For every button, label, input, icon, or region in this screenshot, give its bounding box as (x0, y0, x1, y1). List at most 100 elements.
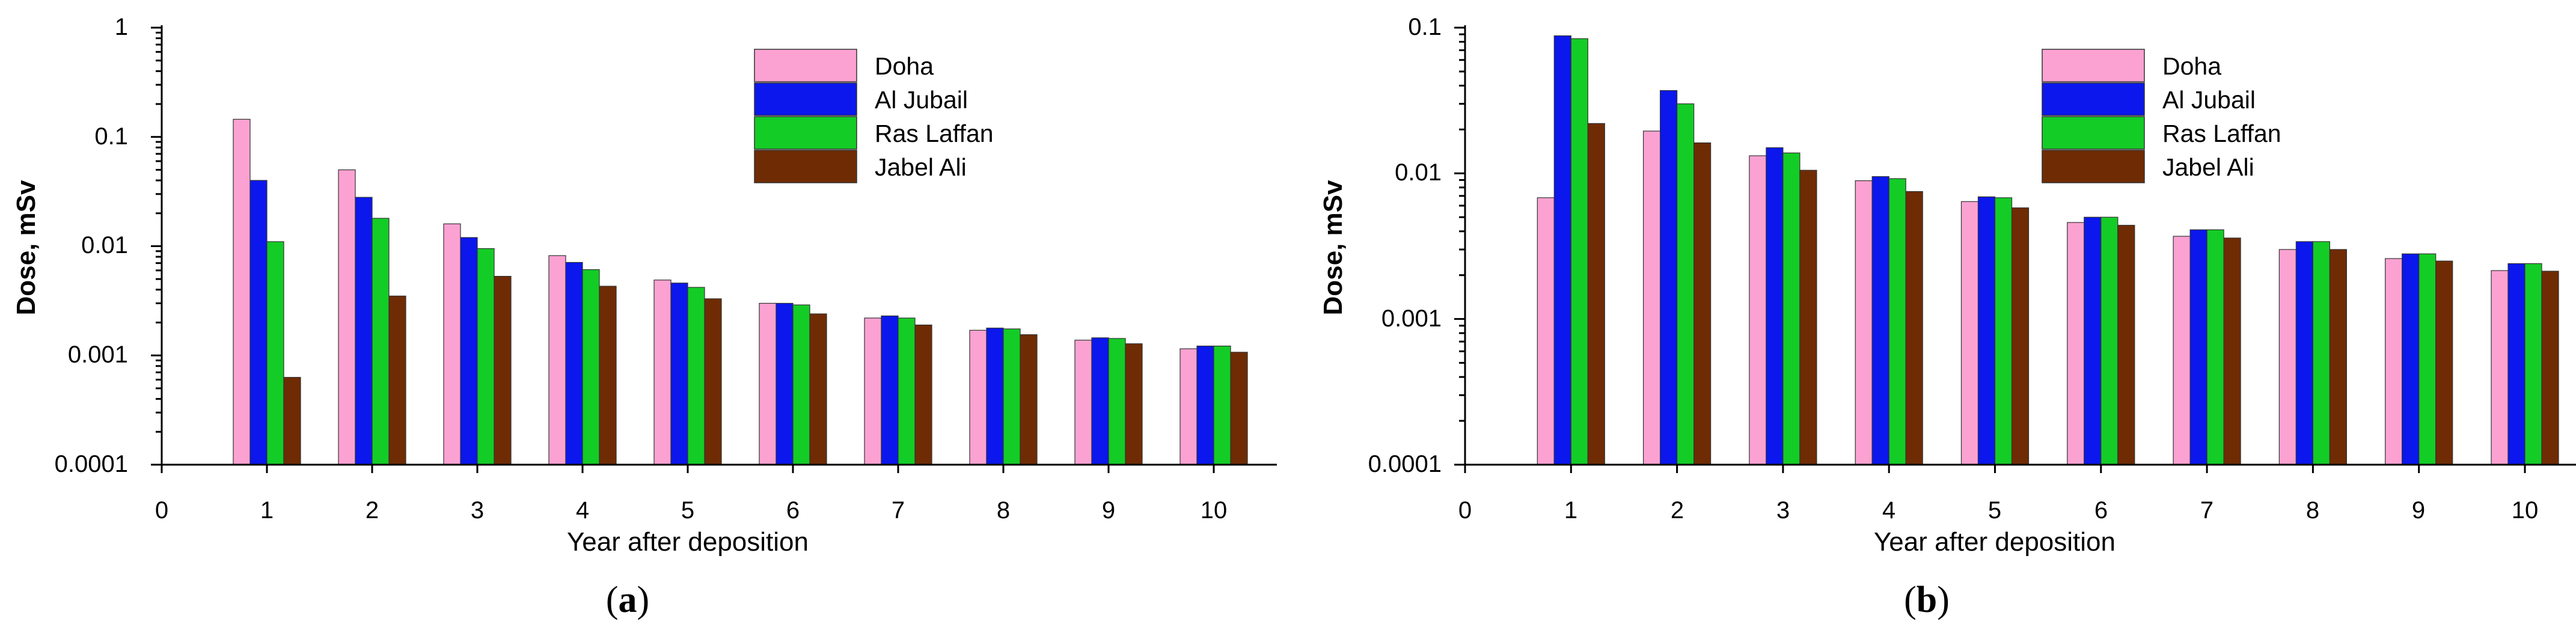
panel-letter: b (1917, 579, 1937, 620)
bar (1905, 191, 1923, 465)
bar (548, 255, 566, 465)
bar (1537, 197, 1555, 465)
bar (1766, 147, 1784, 465)
y-tick-label: 0.1 (1408, 14, 1442, 40)
legend-swatch-jabel-ali (2042, 150, 2145, 183)
x-tick-label: 7 (2200, 497, 2213, 524)
bar (599, 286, 617, 465)
bar (1693, 142, 1712, 465)
x-axis-label: Year after deposition (1874, 527, 2116, 557)
bar (2278, 249, 2296, 465)
bar (2295, 241, 2313, 465)
legend-label: Jabel Ali (875, 153, 967, 181)
bar (986, 328, 1004, 465)
x-tick-label: 3 (471, 497, 484, 524)
bar (1074, 340, 1092, 465)
legend: Doha Al Jubail Ras Laffan Jabel Ali (2042, 49, 2281, 183)
bar (2385, 258, 2403, 465)
bar (1091, 337, 1109, 465)
bar (388, 295, 406, 465)
legend-swatch-al-jubail (754, 82, 857, 116)
bar (1888, 178, 1906, 465)
x-tick-label: 9 (2412, 497, 2425, 524)
bar (2100, 216, 2119, 465)
bars (1537, 35, 2559, 465)
legend-label: Ras Laffan (2162, 120, 2281, 147)
y-ticks (1454, 26, 1465, 466)
bar (969, 329, 987, 465)
bar (1660, 90, 1678, 465)
bar (372, 218, 390, 465)
bar (1230, 352, 1248, 465)
y-tick-labels: 0.0001 0.001 0.01 0.1 1 (55, 14, 128, 477)
x-tick-label: 0 (1458, 497, 1472, 524)
x-tick-label: 2 (1671, 497, 1684, 524)
x-tick-label: 6 (2094, 497, 2108, 524)
x-tick-labels: 0 1 2 3 4 5 6 7 8 9 10 (1458, 497, 2538, 524)
bar (670, 283, 688, 465)
y-tick-label: 0.01 (1395, 159, 1442, 186)
x-tick-label: 1 (260, 497, 274, 524)
legend-swatch-doha (2042, 49, 2145, 82)
bar (1677, 103, 1695, 465)
bar (2084, 216, 2102, 465)
bar (2011, 207, 2030, 465)
x-tick-label: 4 (576, 497, 589, 524)
bar (1871, 176, 1889, 465)
x-tick-label: 9 (1102, 497, 1115, 524)
bar (2435, 260, 2453, 465)
bar (2402, 253, 2420, 465)
y-axis-label: Dose, mSv (11, 180, 41, 316)
legend-swatch-ras-laffan (2042, 116, 2145, 150)
bar (1994, 197, 2013, 465)
bar (2524, 263, 2542, 465)
bar (1003, 328, 1021, 465)
legend-label: Ras Laffan (875, 120, 994, 147)
x-tick-label: 7 (892, 497, 905, 524)
bar (1855, 180, 1873, 465)
bar (443, 223, 461, 465)
x-ticks (161, 465, 1215, 473)
x-axis-label: Year after deposition (567, 527, 809, 557)
bar (494, 276, 512, 465)
bar (565, 261, 583, 465)
x-tick-label: 10 (2512, 497, 2539, 524)
bar (2173, 236, 2191, 465)
bar (809, 313, 827, 465)
x-tick-label: 5 (681, 497, 694, 524)
bar (582, 269, 600, 465)
bar (249, 180, 268, 465)
bar (1125, 343, 1143, 465)
bar (898, 317, 916, 465)
y-tick-label: 0.001 (1381, 305, 1442, 332)
bar (2189, 229, 2207, 465)
x-ticks (1464, 465, 2526, 473)
bar (2117, 225, 2135, 465)
chart-panel-b: Dose, mSv 0.0001 0.001 0.01 0.1 0 1 2 3 … (1318, 14, 2576, 620)
bar (653, 280, 672, 465)
bar (1570, 38, 1588, 465)
legend: Doha Al Jubail Ras Laffan Jabel Ali (754, 49, 994, 183)
x-tick-label: 10 (1201, 497, 1228, 524)
bar (2067, 222, 2085, 465)
y-tick-label: 0.01 (81, 232, 128, 258)
bar (1587, 123, 1605, 465)
x-tick-label: 8 (997, 497, 1010, 524)
bar (1643, 130, 1661, 465)
chart-panel-a: Dose, mSv 0.0001 0.001 0.01 0.1 1 0 1 2 … (11, 14, 1277, 620)
bar (2223, 237, 2241, 465)
x-tick-label: 5 (1988, 497, 2001, 524)
bar (460, 237, 478, 465)
bar (266, 241, 284, 465)
bar (2329, 249, 2347, 465)
bar (2312, 241, 2330, 465)
bar (1020, 334, 1038, 465)
panel-letter: a (619, 579, 637, 620)
bar (759, 302, 777, 465)
bar (687, 287, 705, 465)
bar (914, 324, 932, 465)
bar (233, 118, 251, 465)
bar (355, 197, 373, 465)
bar (864, 317, 882, 465)
bar (2541, 271, 2559, 465)
